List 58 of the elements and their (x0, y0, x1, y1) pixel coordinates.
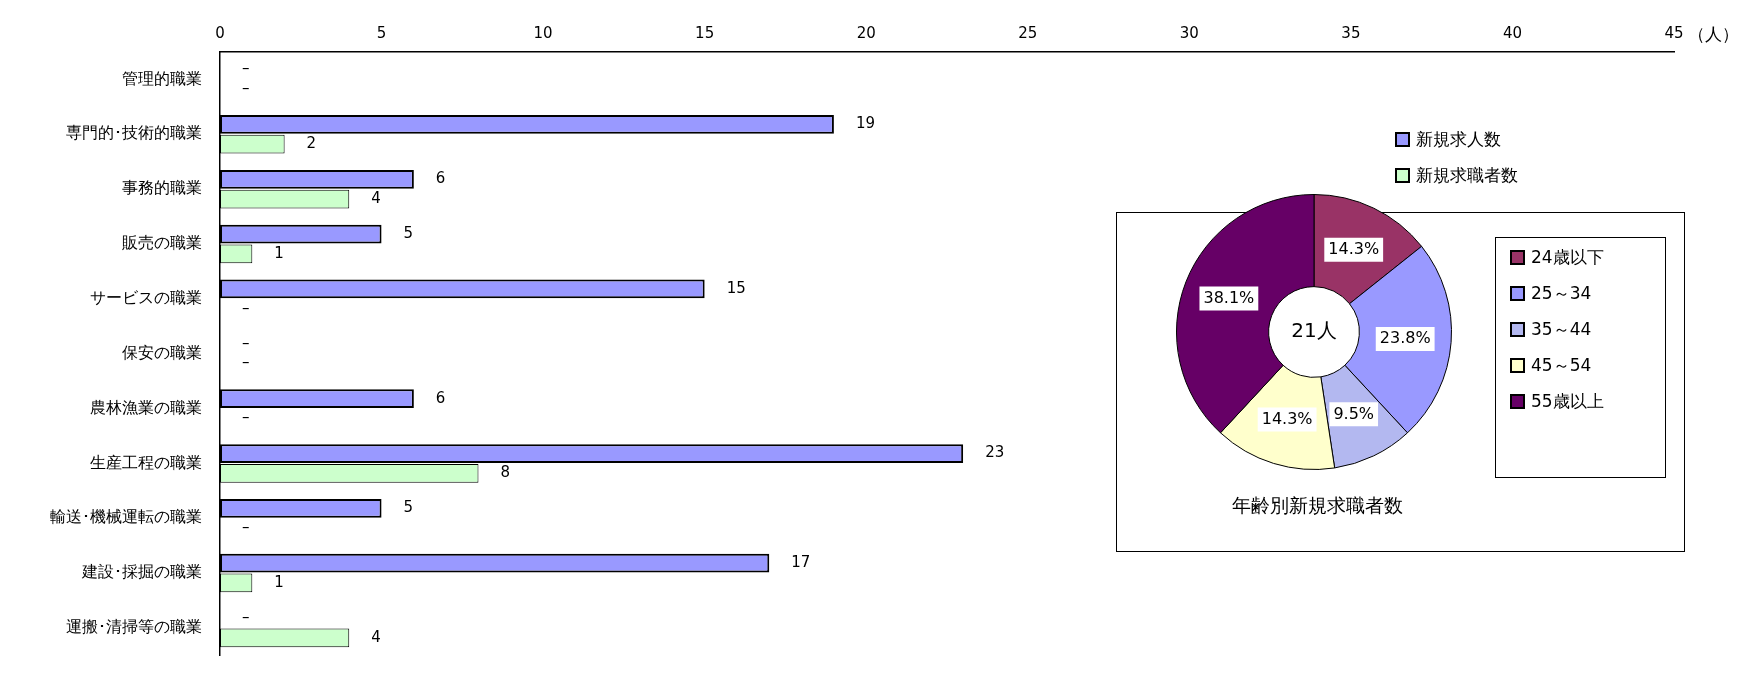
x-axis-title: （人） (1688, 24, 1739, 45)
x-tick-label: 40 (1502, 23, 1522, 42)
legend-label: 45～54 (1531, 354, 1592, 377)
data-label: 5 (403, 498, 414, 517)
y-tick-label: 運搬･清掃等の職業 (66, 617, 202, 637)
legend-label: 新規求職者数 (1416, 164, 1518, 187)
data-label: – (242, 59, 250, 78)
y-tick-label: 保安の職業 (122, 342, 202, 362)
data-label: – (242, 79, 250, 98)
legend-label: 24歳以下 (1531, 246, 1604, 269)
data-label: – (242, 353, 250, 372)
annotation: 21人 (1291, 318, 1337, 343)
data-label: 14.3% (1261, 408, 1313, 428)
y-tick-label: 事務的職業 (122, 178, 202, 198)
x-tick-label: 10 (533, 23, 553, 42)
data-label: – (242, 333, 250, 352)
data-label: 4 (371, 188, 381, 207)
legend-label: 新規求人数 (1416, 128, 1501, 151)
data-label: 1 (274, 572, 284, 591)
data-label: – (242, 408, 250, 427)
data-label: 14.3% (1328, 238, 1380, 258)
x-tick-label: 0 (215, 23, 225, 42)
data-label: 5 (403, 224, 414, 243)
x-tick-label: 45 (1664, 23, 1684, 42)
x-tick-label: 20 (856, 23, 876, 42)
data-label: 4 (371, 627, 381, 646)
legend-label: 55歳以上 (1531, 390, 1604, 413)
x-tick-label: 15 (695, 23, 715, 42)
y-tick-label: サービスの職業 (90, 288, 202, 307)
legend-label: 25～34 (1531, 282, 1592, 305)
y-tick-label: 専門的･技術的職業 (66, 123, 202, 143)
data-label: – (242, 518, 250, 537)
data-label: 23 (985, 443, 1005, 462)
y-tick-label: 建設･採掘の職業 (81, 562, 202, 582)
data-label: 8 (500, 463, 511, 482)
legend-label: 35～44 (1531, 318, 1592, 341)
x-tick-label: 5 (376, 23, 387, 42)
data-label: – (242, 298, 250, 317)
x-tick-label: 25 (1018, 23, 1038, 42)
y-tick-label: 生産工程の職業 (90, 452, 202, 472)
data-label: 17 (791, 553, 811, 572)
data-label: 2 (306, 134, 317, 153)
data-label: 23.8% (1379, 328, 1431, 348)
text: 年齢別新規求職者数 (1230, 493, 1404, 518)
data-label: 15 (726, 278, 746, 297)
data-label: 19 (855, 114, 875, 133)
y-tick-label: 管理的職業 (122, 68, 202, 88)
y-tick-label: 販売の職業 (122, 233, 202, 253)
x-tick-label: 35 (1341, 23, 1361, 42)
data-label: 38.1% (1203, 287, 1255, 307)
data-label: 6 (435, 388, 446, 407)
data-label: 6 (435, 169, 446, 188)
x-tick-label: 30 (1179, 23, 1199, 42)
y-tick-label: 輸送･機械運転の職業 (50, 507, 202, 527)
data-label: – (242, 607, 250, 626)
y-tick-label: 農林漁業の職業 (90, 397, 202, 417)
data-label: 9.5% (1333, 403, 1375, 423)
data-label: 1 (274, 243, 284, 262)
